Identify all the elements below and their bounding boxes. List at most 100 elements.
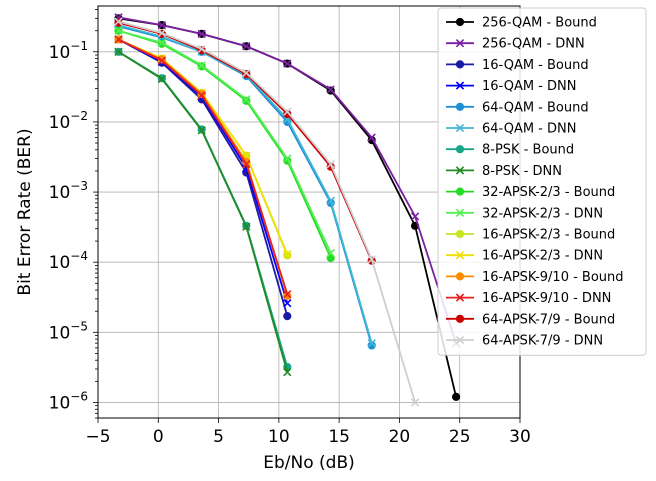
legend-swatch-marker — [455, 102, 465, 111]
y-tick-label: 10−6 — [49, 389, 88, 413]
x-marker-stroke — [242, 159, 251, 169]
series-line — [118, 38, 289, 256]
series-line — [118, 38, 289, 297]
series-2 — [114, 35, 292, 321]
x-axis-title: Eb/No (dB) — [263, 453, 355, 473]
legend-entry: 16-APSK-9/10 - DNN — [446, 291, 611, 306]
series-line — [118, 29, 332, 254]
legend-entry: 64-APSK-7/9 - Bound — [446, 312, 615, 327]
data-point — [242, 68, 251, 78]
x-marker-stroke — [157, 74, 167, 84]
data-point — [197, 91, 206, 100]
legend-label: 16-QAM - DNN — [482, 79, 576, 94]
data-point — [367, 339, 376, 348]
y-tick-base: 10 — [49, 253, 71, 273]
x-marker-stroke — [283, 299, 292, 308]
y-tick-exponent: −2 — [70, 109, 88, 123]
legend-swatch-marker — [455, 187, 465, 196]
x-tick-label: 30 — [509, 427, 531, 447]
legend-label: 256-QAM - Bound — [482, 16, 597, 31]
y-tick-exponent: −3 — [70, 179, 88, 193]
legend-swatch-marker — [455, 81, 465, 90]
series-line — [118, 20, 416, 403]
y-tick-label: 10−1 — [49, 39, 88, 63]
data-point — [157, 38, 167, 47]
y-tick-exponent: −4 — [70, 249, 88, 263]
legend-entry: 8-PSK - DNN — [446, 164, 562, 179]
data-point — [242, 159, 251, 169]
legend: 256-QAM - Bound 256-QAM - DNN 16-QAM - Bou… — [437, 7, 647, 356]
legend-swatch-marker — [455, 272, 465, 281]
x-tick-label: 0 — [153, 427, 164, 447]
data-point — [283, 109, 292, 119]
x-marker-stroke — [367, 133, 376, 142]
series-3 — [114, 35, 292, 308]
x-marker-stroke — [283, 107, 292, 116]
data-point — [197, 29, 206, 39]
x-marker-stroke — [455, 39, 465, 48]
series-15 — [114, 17, 420, 407]
x-marker-stroke — [157, 38, 167, 47]
data-point — [157, 28, 167, 38]
data-point — [197, 126, 206, 135]
legend-entry: 64-QAM - Bound — [446, 100, 589, 115]
legend-swatch-marker — [455, 293, 465, 302]
x-marker-stroke — [283, 368, 292, 377]
legend-entry: 32-APSK-2/3 - Bound — [446, 185, 615, 200]
series-9 — [114, 26, 335, 258]
legend-entry: 8-PSK - Bound — [446, 143, 574, 158]
legend-swatch-marker — [455, 335, 465, 345]
legend-label: 32-APSK-2/3 - DNN — [482, 206, 603, 221]
series-layer — [114, 13, 461, 407]
y-tick-exponent: −5 — [70, 319, 88, 333]
data-point — [283, 59, 292, 68]
data-point — [283, 154, 292, 163]
y-tick-exponent: −1 — [70, 39, 88, 53]
data-point — [326, 196, 335, 205]
x-marker-stroke — [197, 126, 206, 135]
series-7 — [114, 47, 292, 377]
series-12 — [114, 35, 292, 301]
legend-entry: 16-APSK-2/3 - DNN — [446, 249, 603, 264]
legend-label: 16-APSK-9/10 - DNN — [482, 291, 611, 306]
x-marker-stroke — [197, 29, 206, 39]
legend-entry: 16-QAM - Bound — [446, 58, 589, 73]
legend-swatch-marker — [455, 17, 465, 27]
x-tick-label: 15 — [328, 427, 350, 447]
y-tick-base: 10 — [49, 183, 71, 203]
y-tick-base: 10 — [49, 323, 71, 343]
data-point — [114, 47, 123, 56]
x-marker-stroke — [367, 255, 376, 264]
x-marker-stroke — [326, 85, 335, 94]
series-13 — [114, 35, 292, 299]
data-point — [157, 74, 167, 84]
data-point — [242, 222, 251, 231]
data-point — [114, 35, 123, 44]
legend-entry: 256-QAM - DNN — [446, 37, 585, 52]
legend-swatch-marker — [455, 39, 465, 48]
x-marker-stroke — [410, 398, 420, 407]
legend-swatch-marker — [455, 123, 465, 133]
data-point — [283, 107, 292, 116]
data-point — [283, 250, 292, 259]
x-marker-stroke — [326, 248, 335, 258]
x-marker-stroke — [114, 17, 123, 26]
data-point — [283, 368, 292, 377]
series-0 — [114, 14, 461, 401]
legend-entry: 64-APSK-7/9 - DNN — [446, 334, 603, 349]
x-marker-stroke — [455, 208, 465, 217]
legend-swatch-marker — [455, 166, 465, 175]
series-line — [118, 38, 289, 295]
x-marker-stroke — [283, 250, 292, 259]
legend-swatch-marker — [455, 229, 465, 239]
series-line — [118, 29, 332, 259]
legend-entry: 16-QAM - DNN — [446, 79, 576, 94]
data-point — [451, 392, 461, 401]
series-line — [118, 17, 457, 398]
legend-label: 16-APSK-2/3 - Bound — [482, 228, 615, 243]
y-axis-title: Bit Error Rate (BER) — [15, 128, 35, 295]
y-tick-exponent: −6 — [70, 389, 88, 403]
x-marker-stroke — [455, 123, 465, 133]
x-marker-stroke — [157, 20, 167, 30]
